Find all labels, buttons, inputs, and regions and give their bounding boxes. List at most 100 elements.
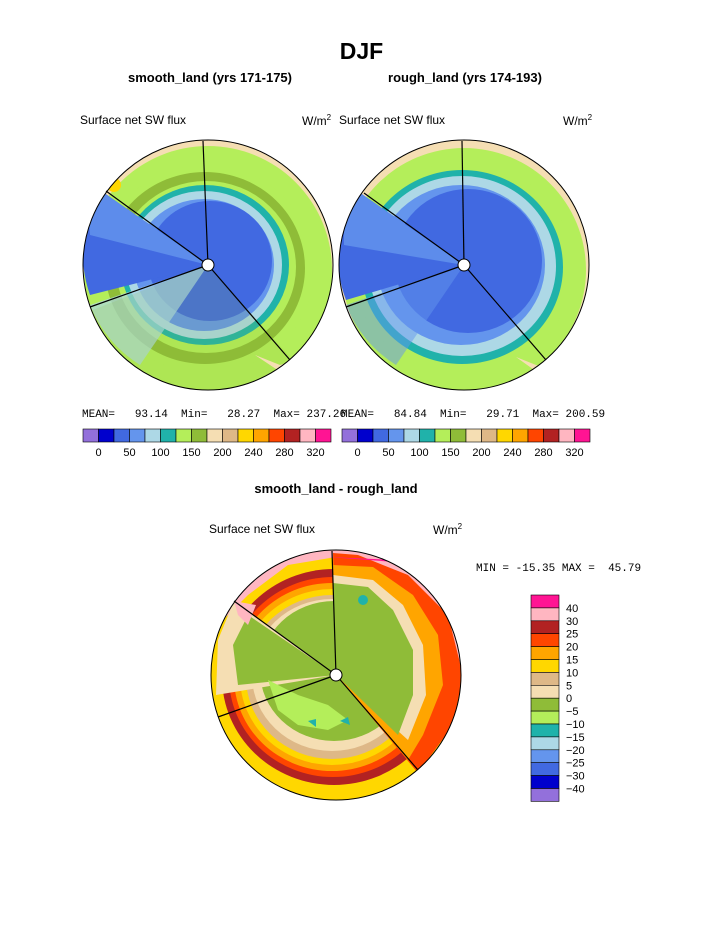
colorbar-box xyxy=(530,633,560,647)
colorbar-tick-label: 5 xyxy=(566,680,572,692)
colorbar-box xyxy=(530,775,560,789)
colorbar-box xyxy=(160,428,177,443)
colorbar-box xyxy=(530,620,560,634)
colorbar-box xyxy=(253,428,270,443)
colorbar-box xyxy=(512,428,529,443)
panel-left-label-rough: Surface net SW flux xyxy=(339,113,446,127)
stats-rough: MEAN= 84.84 Min= 29.71 Max= 200.59 xyxy=(341,409,606,421)
colorbar-rough: 0 50 100 150 200 240 280 320 xyxy=(341,428,591,459)
panel-units-smooth: W/m2 xyxy=(302,113,332,128)
colorbar-box xyxy=(530,646,560,660)
colorbar-tick-label: 50 xyxy=(382,447,394,459)
colorbar-box xyxy=(206,428,223,443)
colorbar-tick-label: 40 xyxy=(566,603,578,615)
colorbar-box xyxy=(558,428,575,443)
colorbar-tick-label: 100 xyxy=(151,447,169,459)
colorbar-tick-label: −10 xyxy=(566,719,585,731)
colorbar-box xyxy=(530,736,560,751)
panel-title-smooth: smooth_land (yrs 171-175) xyxy=(127,70,292,85)
colorbar-box xyxy=(222,428,239,443)
stats-diff: MIN = -15.35 MAX = 45.79 xyxy=(476,563,642,575)
colorbar-box xyxy=(82,428,99,443)
colorbar-tick-label: 100 xyxy=(410,447,428,459)
colorbar-box xyxy=(403,428,420,443)
colorbar-box xyxy=(113,428,130,443)
colorbar-box xyxy=(388,428,405,443)
colorbar-tick-label: 150 xyxy=(441,447,459,459)
colorbar-tick-label: −25 xyxy=(566,758,585,770)
colorbar-box xyxy=(144,428,161,443)
colorbar-tick-label: 200 xyxy=(472,447,490,459)
colorbar-tick-label: 20 xyxy=(566,642,578,654)
colorbar-tick-label: −15 xyxy=(566,732,585,744)
colorbar-box xyxy=(481,428,498,443)
colorbar-tick-label: 320 xyxy=(306,447,324,459)
panel-units-diff: W/m2 xyxy=(433,522,463,537)
colorbar-box xyxy=(284,428,301,443)
colorbar-box xyxy=(530,594,560,609)
colorbar-box xyxy=(98,428,115,443)
polar-map-diff xyxy=(210,549,462,801)
colorbar-box xyxy=(530,762,560,776)
colorbar-tick-label: 240 xyxy=(244,447,262,459)
colorbar-box xyxy=(341,428,358,443)
colorbar-tick-label: 50 xyxy=(123,447,135,459)
colorbar-tick-label: 0 xyxy=(95,447,101,459)
polar-map-smooth xyxy=(82,139,334,391)
colorbar-box xyxy=(315,428,332,443)
colorbar-tick-label: −40 xyxy=(566,784,585,796)
colorbar-box xyxy=(530,672,560,686)
figure-title: DJF xyxy=(339,38,384,64)
colorbar-tick-label: −5 xyxy=(566,706,579,718)
colorbar-smooth-ticks: 0 50 100 150 200 240 280 320 xyxy=(95,447,324,459)
colorbar-tick-label: 10 xyxy=(566,667,578,679)
colorbar-box xyxy=(191,428,208,443)
colorbar-tick-label: 320 xyxy=(565,447,583,459)
colorbar-box xyxy=(299,428,316,443)
colorbar-box xyxy=(175,428,192,443)
colorbar-tick-label: 200 xyxy=(213,447,231,459)
colorbar-box xyxy=(465,428,482,443)
colorbar-box xyxy=(527,428,544,443)
colorbar-box xyxy=(372,428,389,443)
colorbar-box xyxy=(530,710,560,725)
colorbar-tick-label: 280 xyxy=(275,447,293,459)
colorbar-box xyxy=(237,428,254,443)
colorbar-box xyxy=(574,428,591,443)
colorbar-tick-label: 280 xyxy=(534,447,552,459)
colorbar-smooth-boxes xyxy=(82,428,332,443)
colorbar-box xyxy=(530,697,560,712)
stats-smooth: MEAN= 93.14 Min= 28.27 Max= 237.26 xyxy=(82,409,347,421)
colorbar-tick-label: 15 xyxy=(566,655,578,667)
colorbar-tick-label: 0 xyxy=(354,447,360,459)
colorbar-box xyxy=(434,428,451,443)
colorbar-box xyxy=(543,428,560,443)
colorbar-tick-label: 150 xyxy=(182,447,200,459)
colorbar-tick-label: 25 xyxy=(566,629,578,641)
colorbar-box xyxy=(450,428,467,443)
colorbar-tick-label: 240 xyxy=(503,447,521,459)
colorbar-rough-boxes xyxy=(341,428,591,443)
colorbar-box xyxy=(530,659,560,673)
panel-left-label-smooth: Surface net SW flux xyxy=(80,113,187,127)
colorbar-rough-ticks: 0 50 100 150 200 240 280 320 xyxy=(354,447,583,459)
polar-map-rough xyxy=(338,139,590,391)
panel-left-label-diff: Surface net SW flux xyxy=(209,522,316,536)
colorbar-tick-label: −20 xyxy=(566,745,585,757)
colorbar-tick-label: 0 xyxy=(566,693,572,705)
colorbar-tick-label: 30 xyxy=(566,616,578,628)
panel-title-rough: rough_land (yrs 174-193) xyxy=(388,70,542,85)
panel-title-diff: smooth_land - rough_land xyxy=(254,481,418,496)
colorbar-box xyxy=(530,607,560,622)
colorbar-box xyxy=(496,428,513,443)
colorbar-box xyxy=(530,749,560,764)
panel-units-rough: W/m2 xyxy=(563,113,593,128)
colorbar-box xyxy=(530,788,560,802)
colorbar-box xyxy=(530,723,560,738)
colorbar-box xyxy=(530,685,560,699)
colorbar-diff-boxes xyxy=(530,594,560,802)
colorbar-tick-label: −30 xyxy=(566,771,585,783)
colorbar-box xyxy=(268,428,285,443)
